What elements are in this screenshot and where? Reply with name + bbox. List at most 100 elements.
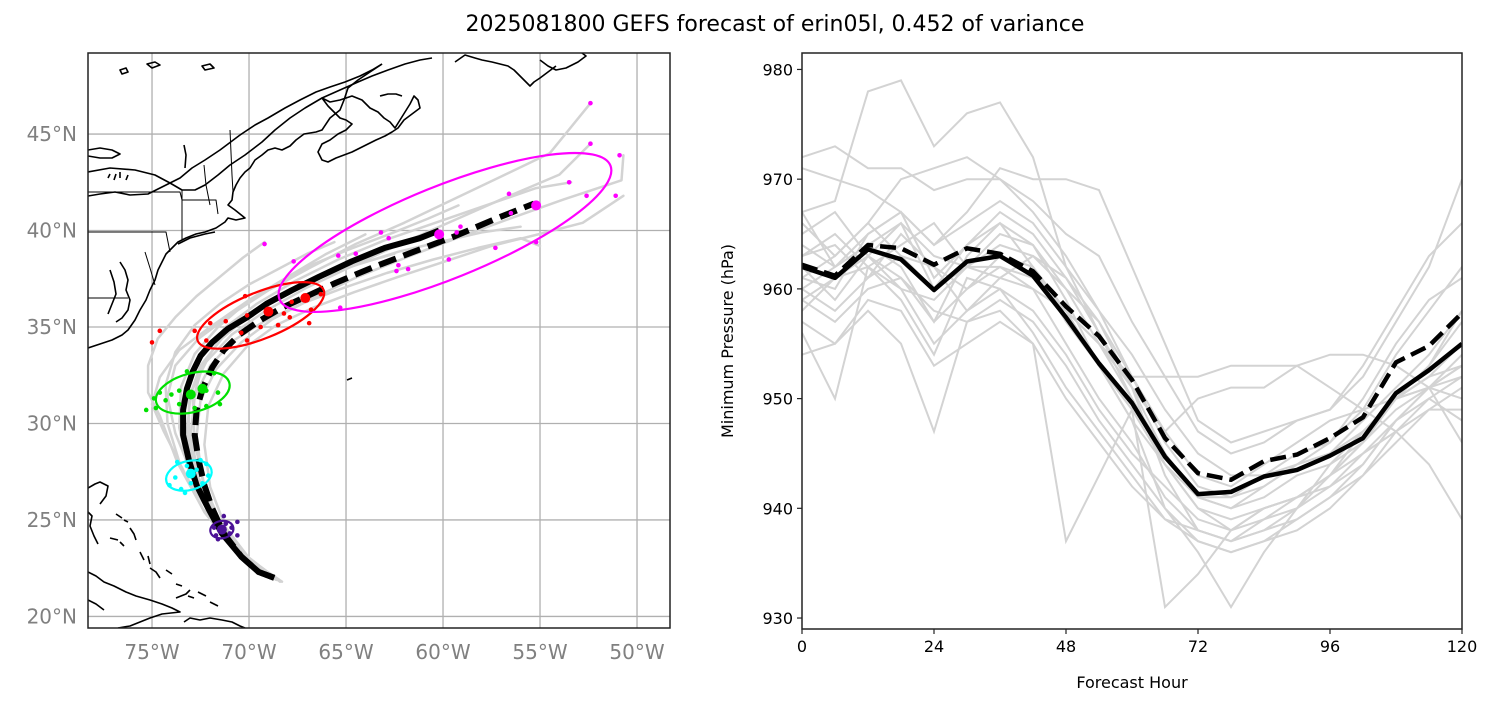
member-pressure-line <box>802 210 1462 521</box>
coastline-island-3 <box>201 63 215 71</box>
map-y-tick-label: 30°N <box>27 411 77 435</box>
coastlines <box>88 53 587 628</box>
member-positions <box>143 100 622 542</box>
member-position-day5 <box>262 241 267 247</box>
member-pressure-line <box>802 167 1462 444</box>
member-position-day3 <box>204 403 209 409</box>
member-position-day1 <box>213 533 219 538</box>
mean-position-day4 <box>263 306 274 317</box>
x-tick-label: 96 <box>1320 637 1340 656</box>
ellipse-day5 <box>277 151 613 314</box>
x-tick-label: 48 <box>1056 637 1076 656</box>
member-position-day5 <box>566 179 572 185</box>
mean-pressure-lines <box>802 242 1462 497</box>
member-pressure-line <box>802 298 1462 543</box>
y-tick-label: 960 <box>762 280 793 299</box>
ellipse-day2 <box>164 459 213 492</box>
member-position-day4 <box>157 328 163 334</box>
member-position-day4 <box>242 293 248 299</box>
member-position-day2 <box>184 463 190 469</box>
member-position-day5 <box>405 266 411 272</box>
member-pressure-line <box>802 221 1462 434</box>
member-position-day2 <box>173 475 178 480</box>
member-position-day4 <box>287 315 293 320</box>
member-position-day5 <box>493 245 498 251</box>
member-position-day5 <box>337 305 343 310</box>
member-position-day4 <box>192 328 197 334</box>
mean-position-day2 <box>185 468 196 479</box>
member-position-day2 <box>198 457 203 463</box>
map-y-tick-label: 45°N <box>27 122 77 146</box>
map-x-tick-label: 50°W <box>609 640 664 664</box>
x-tick-label: 0 <box>797 637 807 656</box>
member-position-day5 <box>588 141 593 146</box>
coastline-new-england <box>88 63 383 349</box>
y-tick-label: 950 <box>762 390 793 409</box>
map-x-tick-label: 55°W <box>512 640 567 664</box>
member-position-day5 <box>588 100 593 106</box>
member-position-day5 <box>617 152 622 158</box>
coastline-turks <box>175 589 219 607</box>
ellipse-day3 <box>154 370 231 415</box>
member-position-day1 <box>215 536 221 542</box>
map-x-tick-label: 60°W <box>415 640 470 664</box>
member-pressure-line <box>802 210 1462 610</box>
member-position-day5 <box>508 210 514 216</box>
member-position-day1 <box>229 525 234 530</box>
map-x-tick-label: 75°W <box>124 640 179 664</box>
member-position-day3 <box>176 401 182 407</box>
coastline-hispaniola <box>183 617 246 628</box>
member-position-day3 <box>151 396 157 401</box>
member-position-day2 <box>204 461 209 467</box>
mean-position-day4 <box>300 293 311 304</box>
map-frame <box>87 52 671 629</box>
coastline-newfoundland <box>454 53 587 87</box>
uncertainty-ellipses <box>154 151 613 540</box>
coastline-chesapeake <box>107 261 131 323</box>
member-position-day3 <box>217 401 223 407</box>
mean-position-day1 <box>216 524 227 535</box>
member-position-day5 <box>291 259 296 264</box>
member-position-day5 <box>378 230 384 235</box>
member-position-day4 <box>289 299 295 305</box>
member-position-day1 <box>235 533 240 538</box>
member-position-day2 <box>205 473 211 478</box>
y-tick-label: 970 <box>762 170 793 189</box>
member-position-day3 <box>153 405 159 411</box>
member-pressure-line <box>802 211 1462 488</box>
member-pressure-line <box>802 221 1462 532</box>
member-position-day3 <box>163 398 168 403</box>
coastline-island-2 <box>146 61 161 69</box>
member-pressure-line <box>802 232 1462 543</box>
member-position-day4 <box>244 338 250 343</box>
y-tick-label: 980 <box>762 60 793 79</box>
map-x-tick-label: 70°W <box>221 640 276 664</box>
member-position-day4 <box>238 330 244 336</box>
member-position-day4 <box>149 340 155 345</box>
member-position-day5 <box>533 239 539 245</box>
member-position-day4 <box>275 322 281 328</box>
member-position-day2 <box>194 467 199 473</box>
member-position-day3 <box>143 407 149 413</box>
member-position-day4 <box>306 320 312 326</box>
figure-title: 2025081800 GEFS forecast of erin05l, 0.4… <box>465 12 1085 37</box>
member-position-day2 <box>200 480 205 486</box>
member-position-day4 <box>318 291 324 297</box>
member-position-day3 <box>204 388 209 393</box>
coastline-bahamas <box>109 513 195 599</box>
member-pressure-line <box>802 156 1462 455</box>
y-tick-label: 930 <box>762 609 793 628</box>
mean-position-day5 <box>531 200 542 211</box>
map-y-tick-label: 35°N <box>27 315 77 339</box>
member-pressure-lines <box>802 79 1462 610</box>
member-position-day4 <box>207 320 213 326</box>
member-pressure-line <box>802 145 1462 477</box>
member-pressure-line <box>802 264 1462 532</box>
mean-position-day3 <box>185 389 196 400</box>
member-position-day2 <box>178 486 184 492</box>
member-pressure-line <box>802 210 1462 510</box>
coastline-cuba <box>88 571 181 628</box>
member-pressure-line <box>802 79 1462 510</box>
map-x-tick-labels: 75°W 70°W 65°W 60°W 55°W 50°W <box>124 640 664 664</box>
member-position-day5 <box>613 193 618 199</box>
